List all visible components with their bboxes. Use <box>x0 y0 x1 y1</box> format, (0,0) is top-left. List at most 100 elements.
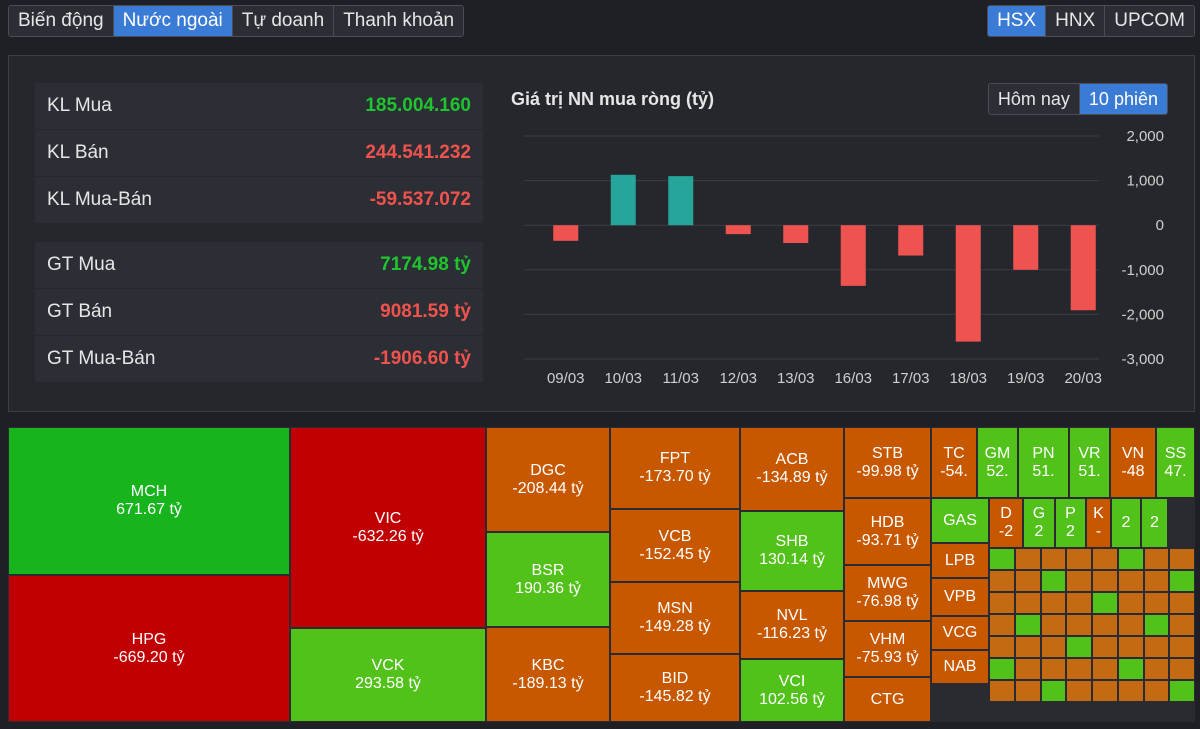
treemap-cell-lpb[interactable]: LPB <box>931 543 989 578</box>
treemap-cell-k[interactable]: K- <box>1086 498 1111 548</box>
treemap-cell-vcb[interactable]: VCB -152.45 tỷ <box>610 509 740 582</box>
toggle-10-phien[interactable]: 10 phiên <box>1079 84 1167 114</box>
treemap-cell-small[interactable] <box>1143 548 1170 570</box>
tab-bien-dong[interactable]: Biến động <box>9 6 114 36</box>
bar-13-03[interactable] <box>783 225 809 244</box>
tab-tu-doanh[interactable]: Tự doanh <box>232 6 335 36</box>
treemap-cell-small[interactable] <box>989 570 1015 592</box>
treemap-cell-gm[interactable]: GM 52. <box>977 427 1018 498</box>
treemap-cell-msn[interactable]: MSN -149.28 tỷ <box>610 582 740 654</box>
treemap-cell-small[interactable] <box>1092 680 1118 702</box>
treemap-cell-d[interactable]: D -2 <box>989 498 1023 548</box>
treemap-cell-nab[interactable]: NAB <box>931 650 989 684</box>
treemap-cell-small[interactable] <box>1066 592 1092 614</box>
treemap-cell-vcg[interactable]: VCG <box>931 616 989 650</box>
bar-16-03[interactable] <box>840 225 866 286</box>
bar-19-03[interactable] <box>1013 225 1039 270</box>
treemap-cell-ss[interactable]: SS 47. <box>1156 427 1195 498</box>
treemap-cell-small[interactable] <box>1117 658 1144 680</box>
treemap-cell-small[interactable] <box>1092 614 1118 636</box>
treemap-cell-small[interactable] <box>989 636 1015 658</box>
treemap-cell-tc[interactable]: TC -54. <box>931 427 977 498</box>
treemap-cell-small[interactable] <box>1014 614 1041 636</box>
treemap-cell-vn[interactable]: VN -48 <box>1110 427 1156 498</box>
treemap-cell-vhm[interactable]: VHM -75.93 tỷ <box>844 621 931 677</box>
treemap-cell-fpt[interactable]: FPT -173.70 tỷ <box>610 427 740 509</box>
treemap-cell-small[interactable] <box>989 592 1015 614</box>
treemap-cell-small[interactable] <box>1014 570 1041 592</box>
treemap-cell-vpb[interactable]: VPB <box>931 578 989 616</box>
treemap-cell-stb[interactable]: STB -99.98 tỷ <box>844 427 931 498</box>
treemap-cell-hpg[interactable]: HPG -669.20 tỷ <box>8 575 290 722</box>
treemap-cell-small[interactable] <box>1066 548 1092 570</box>
treemap-cell-small[interactable] <box>1143 614 1170 636</box>
treemap-cell-mwg[interactable]: MWG -76.98 tỷ <box>844 565 931 621</box>
treemap-cell-small[interactable] <box>1092 570 1118 592</box>
bar-10-03[interactable] <box>610 174 636 226</box>
treemap-cell-vck[interactable]: VCK 293.58 tỷ <box>290 628 486 722</box>
treemap-cell-small[interactable] <box>1066 570 1092 592</box>
treemap-cell-nvl[interactable]: NVL -116.23 tỷ <box>740 591 844 659</box>
treemap-cell-small[interactable] <box>1169 548 1195 570</box>
bar-20-03[interactable] <box>1070 225 1096 311</box>
treemap-cell-small[interactable] <box>1092 548 1118 570</box>
treemap-cell-small[interactable] <box>1040 592 1067 614</box>
treemap-cell-small[interactable] <box>1169 592 1195 614</box>
treemap-cell-small[interactable] <box>1066 680 1092 702</box>
treemap-cell-small[interactable] <box>989 614 1015 636</box>
treemap-cell-vr[interactable]: VR 51. <box>1069 427 1110 498</box>
toggle-hom-nay[interactable]: Hôm nay <box>988 84 1080 114</box>
treemap-cell-small[interactable] <box>1014 680 1041 702</box>
treemap-cell-small[interactable] <box>1143 680 1170 702</box>
treemap-cell-small[interactable] <box>989 680 1015 702</box>
treemap-cell-small[interactable] <box>1092 592 1118 614</box>
treemap-cell-small[interactable] <box>1040 614 1067 636</box>
treemap-cell-small[interactable] <box>1169 658 1195 680</box>
treemap-cell-small[interactable] <box>1169 680 1195 702</box>
treemap-cell-small[interactable] <box>1014 548 1041 570</box>
treemap-cell-small[interactable] <box>1092 658 1118 680</box>
treemap-cell-dgc[interactable]: DGC -208.44 tỷ <box>486 427 610 532</box>
treemap-cell-gas[interactable]: GAS <box>931 498 989 543</box>
bar-12-03[interactable] <box>725 225 751 235</box>
treemap-cell-small[interactable] <box>1092 636 1118 658</box>
treemap-cell-pn[interactable]: PN 51. <box>1018 427 1069 498</box>
treemap-cell-small[interactable] <box>989 658 1015 680</box>
tab-nuoc-ngoai[interactable]: Nước ngoài <box>113 6 233 36</box>
treemap-cell-small[interactable] <box>1014 636 1041 658</box>
bar-17-03[interactable] <box>898 225 924 256</box>
bar-09-03[interactable] <box>553 225 579 241</box>
exchange-hnx[interactable]: HNX <box>1046 6 1106 36</box>
treemap-cell-vic[interactable]: VIC -632.26 tỷ <box>290 427 486 628</box>
exchange-hsx[interactable]: HSX <box>988 6 1047 36</box>
treemap-cell-small[interactable] <box>989 548 1015 570</box>
treemap-cell-small[interactable] <box>1066 614 1092 636</box>
exchange-upcom[interactable]: UPCOM <box>1105 6 1194 36</box>
treemap-cell-small[interactable] <box>1066 636 1092 658</box>
treemap-cell-small[interactable] <box>1169 636 1195 658</box>
treemap-cell-small[interactable] <box>1117 592 1144 614</box>
treemap-cell-small[interactable] <box>1117 548 1144 570</box>
treemap-cell[interactable]: 2 <box>1141 498 1168 548</box>
treemap-cell-small[interactable] <box>1169 570 1195 592</box>
treemap-cell-shb[interactable]: SHB 130.14 tỷ <box>740 511 844 591</box>
bar-18-03[interactable] <box>955 225 981 342</box>
treemap-cell-hdb[interactable]: HDB -93.71 tỷ <box>844 498 931 565</box>
treemap-cell-mch[interactable]: MCH 671.67 tỷ <box>8 427 290 575</box>
treemap-cell-small[interactable] <box>1117 636 1144 658</box>
treemap-cell-small[interactable] <box>1014 658 1041 680</box>
treemap-cell-small[interactable] <box>1169 614 1195 636</box>
treemap-cell-kbc[interactable]: KBC -189.13 tỷ <box>486 627 610 722</box>
treemap-cell-small[interactable] <box>1117 680 1144 702</box>
treemap-cell-small[interactable] <box>1143 592 1170 614</box>
treemap-cell-small[interactable] <box>1014 592 1041 614</box>
tab-thanh-khoan[interactable]: Thanh khoản <box>334 6 464 36</box>
treemap-cell-small[interactable] <box>1143 658 1170 680</box>
treemap-cell-vci[interactable]: VCI 102.56 tỷ <box>740 659 844 722</box>
treemap-cell-small[interactable] <box>1117 614 1144 636</box>
treemap-cell-small[interactable] <box>1040 570 1067 592</box>
treemap-cell[interactable]: 2 <box>1111 498 1141 548</box>
treemap-cell-small[interactable] <box>1117 570 1144 592</box>
